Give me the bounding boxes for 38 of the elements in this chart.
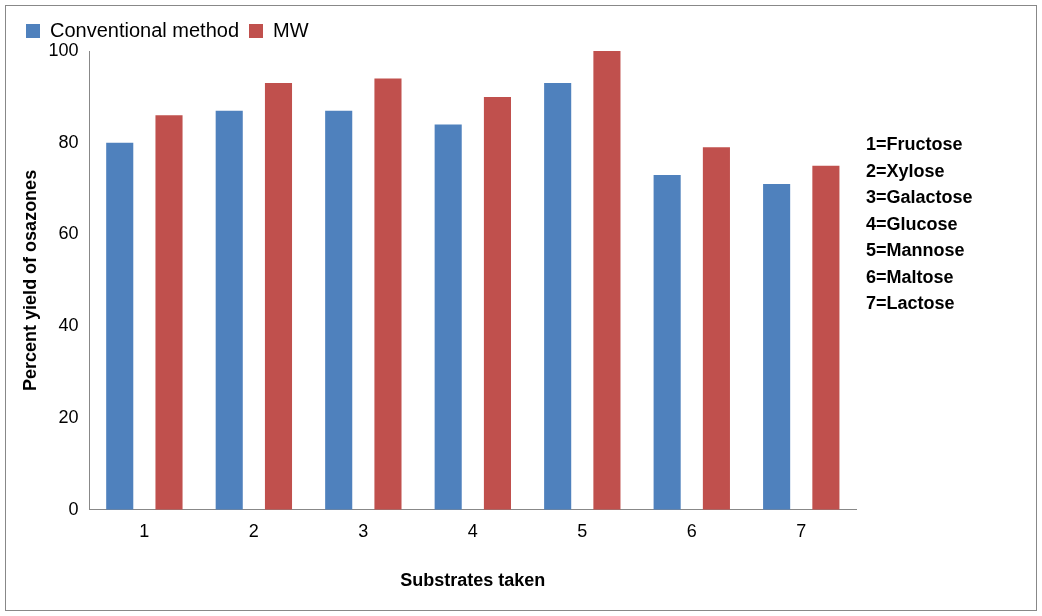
x-tick-label: 4 [467,520,478,541]
x-tick-label: 2 [248,520,259,541]
bar [215,110,243,510]
bar [812,165,840,510]
text: 6=Maltose [866,265,955,289]
bar [325,110,353,510]
bar [653,174,681,510]
x-tick-label: 6 [686,520,697,541]
bar [374,78,402,510]
text: 3=Galactose [866,186,973,209]
x-tick-label: 7 [796,520,807,541]
x-tick-label: 3 [358,520,369,541]
bar [593,51,621,510]
bar [544,83,572,510]
text: 2=Xylose [866,159,946,183]
y-tick-label: 0 [68,498,79,519]
legend-label: MW [273,18,309,41]
bar [155,115,183,510]
bar [106,142,134,510]
bar [434,124,462,510]
bar [763,184,791,510]
text: 4=Glucose [866,212,959,236]
bar [264,83,293,510]
y-tick-label: 20 [58,407,79,428]
y-tick-label: 100 [48,39,79,60]
y-tick-label: 60 [58,223,79,244]
y-tick-label: 40 [58,315,79,336]
bar [702,147,730,510]
x-axis-title: Substrates taken [400,570,546,591]
legend-label: Conventional method [50,18,240,41]
y-axis-title: Percent yield of osazones [19,169,40,391]
x-tick-label: 5 [577,520,588,541]
text: 1=Fructose [866,133,964,156]
text: 7=Lactose [866,292,956,315]
x-tick-label: 1 [139,520,150,541]
text: 5=Mannose [866,239,966,262]
y-tick-label: 80 [58,131,79,152]
bar [483,96,511,510]
